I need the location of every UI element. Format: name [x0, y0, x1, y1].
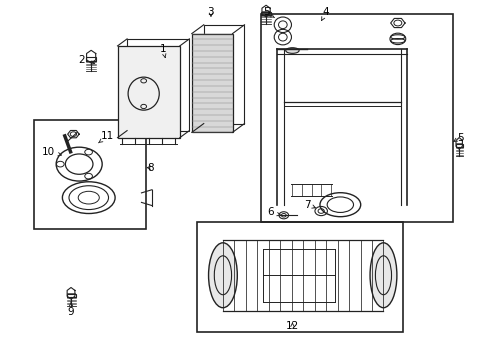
Text: 10: 10	[41, 147, 61, 157]
Text: 9: 9	[67, 302, 74, 317]
Text: 6: 6	[267, 207, 280, 217]
Bar	[261, 14, 452, 222]
Bar	[66, 294, 75, 297]
Text: 2: 2	[78, 55, 95, 65]
Polygon shape	[117, 46, 180, 138]
Ellipse shape	[285, 48, 299, 53]
Text: 12: 12	[285, 321, 299, 332]
Text: 5: 5	[262, 8, 274, 18]
Bar	[261, 12, 270, 15]
Bar	[196, 222, 402, 332]
Polygon shape	[191, 33, 232, 132]
Text: 4: 4	[321, 8, 328, 21]
Text: 7: 7	[304, 200, 315, 210]
Text: 8: 8	[147, 163, 154, 173]
Text: 5: 5	[453, 133, 463, 143]
Bar	[454, 144, 462, 147]
Text: 3: 3	[207, 8, 214, 17]
Ellipse shape	[369, 243, 396, 308]
Text: 11: 11	[98, 131, 114, 143]
Ellipse shape	[208, 243, 237, 308]
Bar	[86, 57, 96, 61]
Bar	[34, 120, 146, 229]
Text: 1: 1	[160, 45, 166, 58]
